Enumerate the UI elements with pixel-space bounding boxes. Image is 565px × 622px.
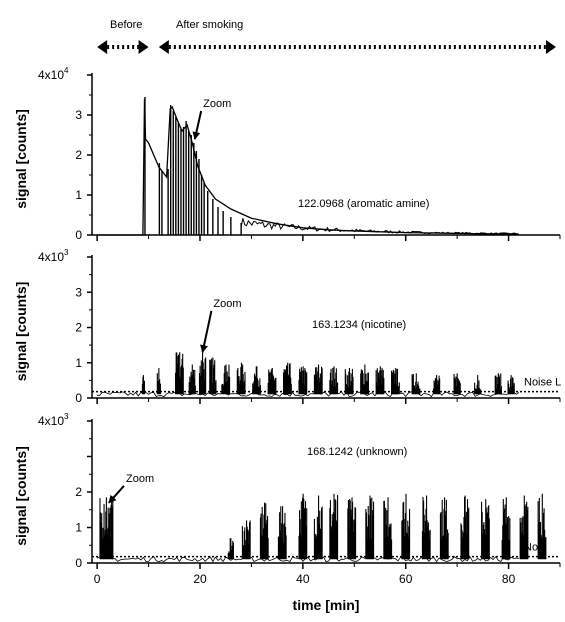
y-tick-label: 2	[75, 485, 82, 499]
y-tick-label: 0	[75, 228, 82, 242]
series-name-label: 163.1234 (nicotine)	[312, 319, 406, 331]
phase-bar: Before After smoking	[97, 19, 556, 54]
y-axis-label: signal [counts]	[13, 282, 29, 382]
phase-arrowhead-after-right	[546, 40, 556, 54]
y-tick-label: 2	[75, 148, 82, 162]
y-tick-label: 1	[75, 521, 82, 535]
zoom-annotation-arrow	[108, 485, 125, 504]
x-tick-label: 40	[296, 572, 310, 586]
y-tick-label: 0	[75, 556, 82, 570]
zoom-annotation-arrow	[200, 310, 213, 354]
baseline-noise	[97, 390, 520, 398]
series-name-label: 122.0968 (aromatic amine)	[298, 198, 429, 210]
signal-tail	[240, 218, 519, 235]
series-name-label: 168.1242 (unknown)	[307, 446, 407, 458]
x-tick-label: 60	[399, 572, 413, 586]
phase-arrowhead-before-right	[138, 40, 149, 54]
zoom-annotation-text: Zoom	[213, 298, 241, 310]
y-tick-label: 1	[75, 356, 82, 370]
y-tick-label: 1	[75, 188, 82, 202]
phase-arrowhead-after-left	[158, 40, 169, 54]
baseline-noise	[96, 556, 519, 563]
zoom-annotation-text: Zoom	[126, 473, 154, 485]
y-tick-label: 2	[75, 321, 82, 335]
y-tick-label: 3	[75, 108, 82, 122]
panel-data-trace	[97, 352, 520, 398]
y-tick-label: 0	[75, 391, 82, 405]
phase-arrowhead-before-left	[97, 40, 108, 54]
y-top-label: 4x103	[38, 412, 69, 428]
noise-level-label: Noise L	[524, 377, 561, 389]
panel-aromatic-amine: 0 1 2 3 4x104 signal [counts] 122.0968 (aro…	[13, 66, 561, 242]
x-axis-label: time [min]	[293, 597, 360, 613]
phase-label-before: Before	[110, 19, 142, 31]
noise-level-label: No	[524, 542, 538, 554]
zoom-annotation-text: Zoom	[203, 98, 231, 110]
panel-data-trace	[96, 493, 547, 563]
x-tick-label: 80	[502, 572, 516, 586]
panel-nicotine: 0 1 2 3 4x103 signal [counts] 163.1234 (nic…	[13, 248, 561, 405]
x-tick-label: 0	[94, 572, 101, 586]
y-tick-label: 3	[75, 285, 82, 299]
panel-data-trace	[97, 97, 519, 236]
y-axis-label: signal [counts]	[13, 446, 29, 546]
y-axis-label: signal [counts]	[13, 109, 29, 209]
y-top-label: 4x104	[38, 66, 69, 82]
phase-label-after-smoking: After smoking	[176, 19, 243, 31]
x-tick-label: 20	[193, 572, 207, 586]
zoom-annotation-arrow	[192, 110, 203, 140]
y-top-label: 4x103	[38, 248, 69, 264]
panel-ticks: 0 1 2 3	[75, 74, 561, 242]
signal-trace	[97, 98, 519, 236]
